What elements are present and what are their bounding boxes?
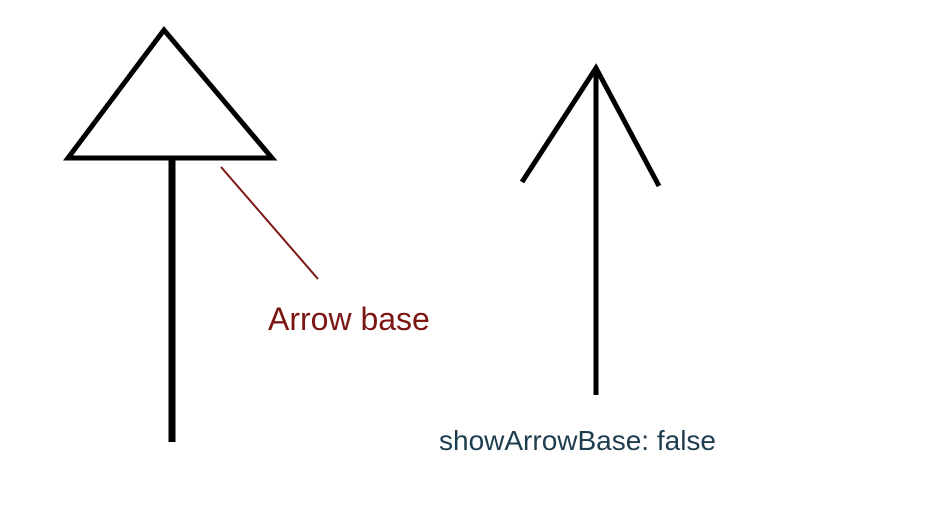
arrow-base-label: Arrow base [268,301,430,337]
arrow-without-base [519,63,662,395]
arrowhead-triangle [63,25,278,161]
arrow-base-pointer-line [220,166,319,280]
open-arrowhead [519,63,662,188]
show-arrow-base-caption: showArrowBase: false [439,425,717,456]
arrow-with-base [63,25,278,442]
